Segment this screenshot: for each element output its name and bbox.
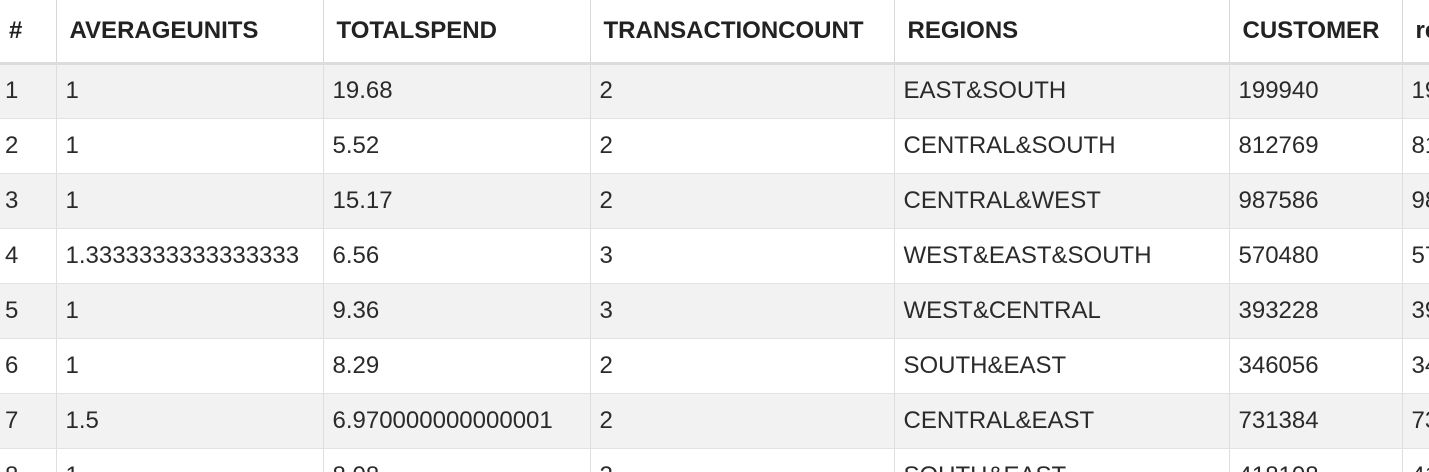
- totalspend-cell[interactable]: 19.68: [323, 63, 591, 119]
- transactioncount-cell[interactable]: 2: [590, 118, 895, 174]
- transactioncount-cell[interactable]: 2: [590, 448, 895, 472]
- regions-cell[interactable]: WEST&CENTRAL: [894, 283, 1230, 339]
- totalspend-cell[interactable]: 6.970000000000001: [323, 393, 591, 449]
- row-index-cell[interactable]: 7: [0, 393, 57, 449]
- averageunits-cell[interactable]: 1: [56, 118, 324, 174]
- row-index-cell[interactable]: 5: [0, 283, 57, 339]
- customer-cell[interactable]: 731384: [1229, 393, 1403, 449]
- totalspend-cell[interactable]: 5.52: [323, 118, 591, 174]
- averageunits-cell[interactable]: 1: [56, 338, 324, 394]
- grid-header: # AVERAGEUNITS TOTALSPEND TRANSACTIONCOU…: [0, 0, 1429, 65]
- regions-cell[interactable]: CENTRAL&WEST: [894, 173, 1230, 229]
- averageunits-cell[interactable]: 1.5: [56, 393, 324, 449]
- table-row[interactable]: 6 1 8.29 2 SOUTH&EAST 346056 34: [0, 338, 1429, 394]
- table-row[interactable]: 5 1 9.36 3 WEST&CENTRAL 393228 39: [0, 283, 1429, 339]
- transactioncount-cell[interactable]: 2: [590, 338, 895, 394]
- column-header-index[interactable]: #: [0, 0, 57, 65]
- totalspend-cell[interactable]: 8.08: [323, 448, 591, 472]
- table-row[interactable]: 7 1.5 6.970000000000001 2 CENTRAL&EAST 7…: [0, 393, 1429, 449]
- customer-cell[interactable]: 199940: [1229, 63, 1403, 119]
- transactioncount-cell[interactable]: 2: [590, 393, 895, 449]
- customer-cell[interactable]: 393228: [1229, 283, 1403, 339]
- totalspend-cell[interactable]: 9.36: [323, 283, 591, 339]
- row-index-cell[interactable]: 4: [0, 228, 57, 284]
- table-row[interactable]: 2 1 5.52 2 CENTRAL&SOUTH 812769 81: [0, 118, 1429, 174]
- averageunits-cell[interactable]: 1: [56, 283, 324, 339]
- table-row[interactable]: 1 1 19.68 2 EAST&SOUTH 199940 19: [0, 63, 1429, 119]
- averageunits-cell[interactable]: 1: [56, 448, 324, 472]
- regions-cell[interactable]: CENTRAL&EAST: [894, 393, 1230, 449]
- totalspend-cell[interactable]: 8.29: [323, 338, 591, 394]
- column-header-customer[interactable]: CUSTOMER: [1229, 0, 1403, 65]
- transactioncount-cell[interactable]: 3: [590, 228, 895, 284]
- transactioncount-cell[interactable]: 2: [590, 63, 895, 119]
- averageunits-cell[interactable]: 1: [56, 63, 324, 119]
- customer-cell[interactable]: 418108: [1229, 448, 1403, 472]
- column-header-totalspend[interactable]: TOTALSPEND: [323, 0, 591, 65]
- regions-cell[interactable]: SOUTH&EAST: [894, 338, 1230, 394]
- table-row[interactable]: 8 1 8.08 2 SOUTH&EAST 418108 41: [0, 448, 1429, 472]
- totalspend-cell[interactable]: 6.56: [323, 228, 591, 284]
- row-index-cell[interactable]: 2: [0, 118, 57, 174]
- table-row[interactable]: 3 1 15.17 2 CENTRAL&WEST 987586 98: [0, 173, 1429, 229]
- transactioncount-cell[interactable]: 3: [590, 283, 895, 339]
- truncated-cell[interactable]: 39: [1402, 283, 1429, 339]
- truncated-cell[interactable]: 41: [1402, 448, 1429, 472]
- regions-cell[interactable]: CENTRAL&SOUTH: [894, 118, 1230, 174]
- truncated-cell[interactable]: 73: [1402, 393, 1429, 449]
- column-header-transactioncount[interactable]: TRANSACTIONCOUNT: [590, 0, 895, 65]
- customer-cell[interactable]: 987586: [1229, 173, 1403, 229]
- column-header-averageunits[interactable]: AVERAGEUNITS: [56, 0, 324, 65]
- row-index-cell[interactable]: 3: [0, 173, 57, 229]
- truncated-cell[interactable]: 81: [1402, 118, 1429, 174]
- truncated-cell[interactable]: 98: [1402, 173, 1429, 229]
- grid-body: 1 1 19.68 2 EAST&SOUTH 199940 19 2 1 5.5…: [0, 63, 1429, 472]
- row-index-cell[interactable]: 8: [0, 448, 57, 472]
- averageunits-cell[interactable]: 1.3333333333333333: [56, 228, 324, 284]
- column-header-regions[interactable]: REGIONS: [894, 0, 1230, 65]
- table-row[interactable]: 4 1.3333333333333333 6.56 3 WEST&EAST&SO…: [0, 228, 1429, 284]
- column-header-truncated[interactable]: re: [1402, 0, 1429, 65]
- customer-cell[interactable]: 812769: [1229, 118, 1403, 174]
- regions-cell[interactable]: SOUTH&EAST: [894, 448, 1230, 472]
- truncated-cell[interactable]: 57: [1402, 228, 1429, 284]
- customer-cell[interactable]: 570480: [1229, 228, 1403, 284]
- averageunits-cell[interactable]: 1: [56, 173, 324, 229]
- customer-cell[interactable]: 346056: [1229, 338, 1403, 394]
- transactioncount-cell[interactable]: 2: [590, 173, 895, 229]
- truncated-cell[interactable]: 34: [1402, 338, 1429, 394]
- truncated-cell[interactable]: 19: [1402, 63, 1429, 119]
- row-index-cell[interactable]: 1: [0, 63, 57, 119]
- row-index-cell[interactable]: 6: [0, 338, 57, 394]
- regions-cell[interactable]: EAST&SOUTH: [894, 63, 1230, 119]
- header-row: # AVERAGEUNITS TOTALSPEND TRANSACTIONCOU…: [0, 0, 1429, 65]
- regions-cell[interactable]: WEST&EAST&SOUTH: [894, 228, 1230, 284]
- totalspend-cell[interactable]: 15.17: [323, 173, 591, 229]
